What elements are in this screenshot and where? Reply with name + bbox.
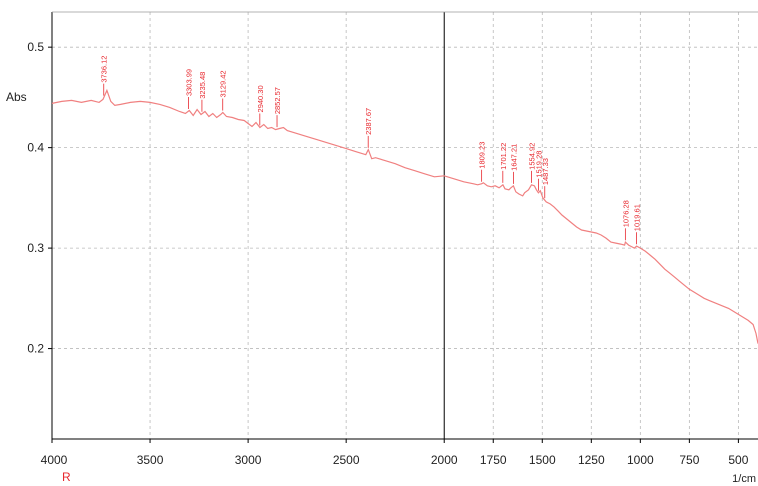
x-axis-unit-label: 1/cm (732, 473, 756, 485)
peak-markers: 3736.12 3303.99 3235.48 3129.42 2940.30 2852.… (100, 56, 641, 245)
peak-label: 1554.92 (528, 143, 537, 170)
grid-lines (52, 12, 758, 439)
x-tick-label: 2000 (431, 453, 458, 467)
y-tick-label: 0.3 (27, 241, 44, 255)
y-tick-label: 0.2 (27, 342, 44, 356)
peak-label: 2940.30 (256, 85, 265, 112)
x-tick-label: 4000 (41, 453, 68, 467)
x-tick-label: 1250 (578, 453, 605, 467)
peak-label: 1809.23 (478, 142, 487, 169)
x-tick-label: 1500 (529, 453, 556, 467)
x-tick-label: 2500 (333, 453, 360, 467)
x-axis-ticks: 4000 3500 3000 2500 2000 1750 1500 1250 1000 750 5… (41, 439, 749, 467)
x-axis-marker-r: R (62, 470, 71, 484)
peak-label: 1647.21 (509, 144, 518, 171)
x-tick-label: 500 (728, 453, 748, 467)
y-tick-label: 0.4 (27, 141, 44, 155)
x-tick-label: 1000 (627, 453, 654, 467)
peak-label: 1519.28 (534, 151, 543, 178)
x-tick-label: 3500 (137, 453, 164, 467)
spectrum-trace (51, 88, 758, 344)
y-tick-label: 0.5 (27, 40, 44, 54)
peak-label: 1019.61 (632, 204, 641, 231)
y-axis-ticks: 0.5 0.4 0.3 0.2 (27, 40, 52, 356)
peak-label: 3736.12 (100, 56, 109, 83)
peak-label: 1701.22 (499, 143, 508, 170)
peak-label: 3235.48 (198, 72, 207, 99)
x-tick-label: 3000 (235, 453, 262, 467)
peak-label: 3303.99 (184, 69, 193, 96)
peak-label: 2852.57 (273, 87, 282, 114)
peak-label: 1487.33 (541, 158, 550, 185)
plot-frame (51, 11, 758, 440)
x-tick-label: 750 (679, 453, 699, 467)
peak-label: 2387.67 (364, 108, 373, 135)
peak-label: 3129.42 (219, 70, 228, 97)
peak-label: 1076.28 (621, 200, 630, 227)
x-tick-label: 1750 (480, 453, 507, 467)
y-axis-label: Abs (6, 90, 27, 104)
